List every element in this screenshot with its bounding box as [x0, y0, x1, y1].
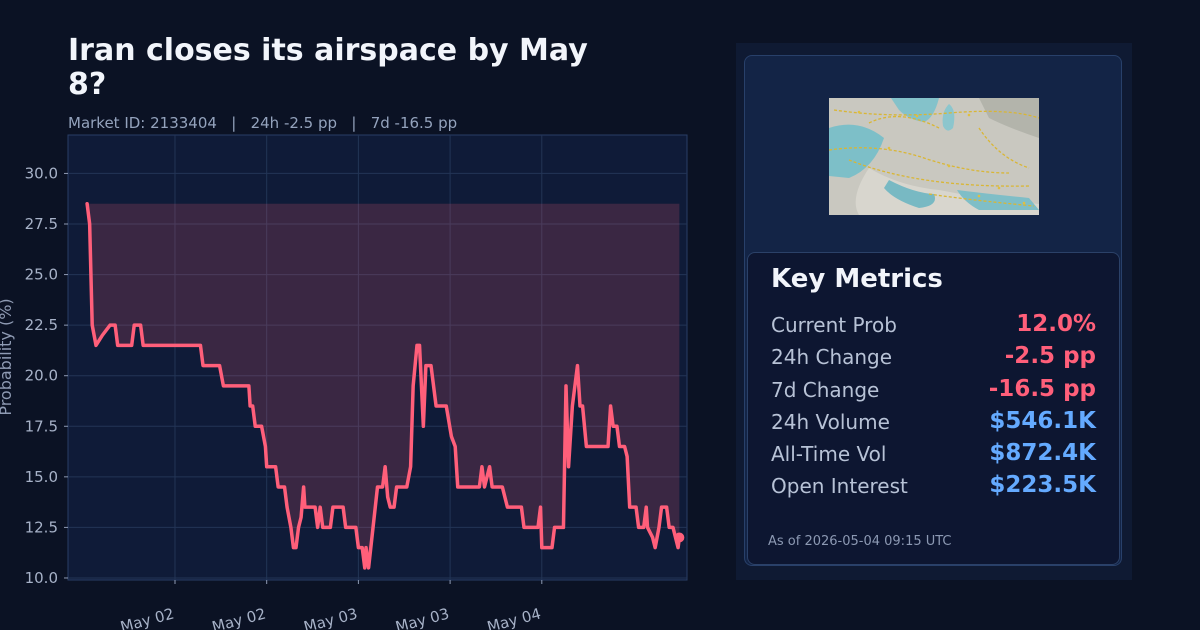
metric-row-24h-volume: 24h Volume $546.1K: [771, 408, 1096, 440]
y-tick-label: 10.0: [25, 569, 58, 587]
metric-row-7d-change: 7d Change -16.5 pp: [771, 376, 1096, 408]
y-tick-label: 30.0: [25, 164, 58, 182]
y-tick-label: 17.5: [25, 417, 58, 435]
metric-value: $223.5K: [989, 472, 1096, 498]
metric-value: 12.0%: [1016, 311, 1096, 337]
y-axis-label: Probability (%): [0, 298, 15, 415]
metric-value: -2.5 pp: [1004, 343, 1096, 369]
metric-row-24h-change: 24h Change -2.5 pp: [771, 343, 1096, 375]
metric-label: Open Interest: [771, 474, 908, 498]
key-metrics-title: Key Metrics: [771, 264, 943, 294]
x-tick-label: May 02: [210, 604, 268, 630]
metric-label: 24h Change: [771, 345, 893, 369]
series-line: [85, 202, 685, 570]
metric-value: $872.4K: [989, 440, 1096, 466]
fill-area: [87, 203, 680, 568]
metric-label: All-Time Vol: [771, 442, 887, 466]
y-tick-label: 20.0: [25, 367, 58, 385]
page-title: Iran closes its airspace by May 8?: [68, 33, 588, 102]
metric-label: 7d Change: [771, 378, 880, 402]
y-tick-label: 25.0: [25, 266, 58, 284]
x-tick-label: May 03: [393, 604, 451, 630]
y-tick-label: 15.0: [25, 468, 58, 486]
latest-point: [674, 532, 685, 543]
market-subtitle: Market ID: 2133404 | 24h -2.5 pp | 7d -1…: [68, 114, 458, 132]
metric-row-open-interest: Open Interest $223.5K: [771, 472, 1096, 504]
airspace-map-icon: [829, 98, 1039, 215]
y-tick-label: 27.5: [25, 215, 58, 233]
x-tick-label: May 02: [118, 604, 176, 630]
x-axis: May 02 May 02 May 03 May 03 May 04: [118, 580, 543, 630]
grid: [68, 135, 687, 580]
metric-value: $546.1K: [989, 408, 1096, 434]
y-axis: 10.0 12.5 15.0 17.5 20.0 22.5 25.0 27.5 30.0: [25, 164, 68, 587]
probability-chart: 10.0 12.5 15.0 17.5 20.0 22.5 25.0 27.5 30.0 May…: [0, 134, 688, 630]
metric-row-all-time-vol: All-Time Vol $872.4K: [771, 440, 1096, 472]
x-tick-label: May 03: [302, 604, 360, 630]
y-tick-label: 22.5: [25, 316, 58, 334]
key-metrics-panel: [747, 252, 1120, 565]
y-tick-label: 12.5: [25, 518, 58, 536]
series-fill: [87, 203, 680, 568]
x-tick-label: May 04: [485, 604, 543, 630]
as-of-timestamp: As of 2026-05-04 09:15 UTC: [768, 534, 952, 549]
metric-label: 24h Volume: [771, 410, 890, 434]
metric-label: Current Prob: [771, 313, 897, 337]
probability-line: [85, 202, 682, 570]
metric-value: -16.5 pp: [988, 376, 1096, 402]
metric-row-current-prob: Current Prob 12.0%: [771, 311, 1096, 343]
plot-area: [67, 134, 688, 581]
